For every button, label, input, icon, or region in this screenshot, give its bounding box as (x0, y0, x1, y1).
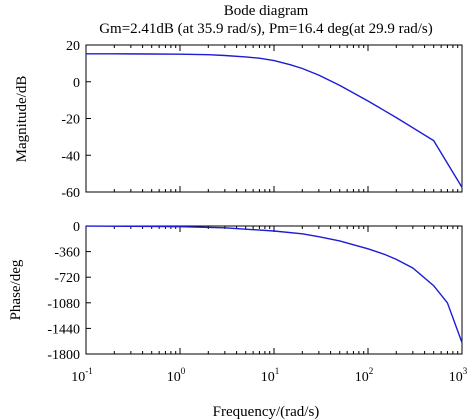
x-tick-label: 101 (261, 366, 280, 385)
phase-axis-label: Phase/deg (8, 259, 24, 320)
x-tick-label: 103 (449, 366, 468, 385)
phase-y-tick-label: -1080 (47, 297, 80, 312)
magnitude-curve (86, 53, 463, 188)
magnitude-y-tick-label: -20 (61, 113, 80, 128)
phase-y-tick-label: -360 (54, 246, 80, 261)
phase-y-tick-label: -720 (54, 271, 80, 286)
phase-y-tick-label: -1440 (47, 322, 80, 337)
magnitude-plot-frame (85, 44, 463, 193)
chart-subtitle: Gm=2.41dB (at 35.9 rad/s), Pm=16.4 deg(a… (99, 21, 433, 37)
magnitude-y-tick-label: 20 (66, 39, 80, 54)
x-tick-label: 102 (355, 366, 374, 385)
chart-title: Bode diagram (224, 3, 309, 19)
magnitude-y-tick-label: -40 (61, 149, 80, 164)
frequency-axis-label: Frequency/(rad/s) (213, 404, 320, 420)
magnitude-y-tick-label: 0 (73, 76, 80, 91)
x-tick-label: 100 (167, 366, 186, 385)
x-tick-label: 10-1 (71, 366, 93, 385)
phase-y-tick-label: 0 (73, 220, 80, 235)
phase-curve (85, 225, 463, 343)
magnitude-y-tick-label: -60 (61, 186, 80, 201)
phase-plot-frame (85, 225, 463, 355)
phase-y-tick-label: -1800 (47, 348, 80, 363)
magnitude-panel: 20 0 -20 -40 -60 (61, 39, 463, 201)
phase-panel: 0 -360 -720 -1080 -1440 -1800 10-1 100 101 102 103 (47, 220, 467, 385)
magnitude-axis-label: Magnitude/dB (14, 76, 30, 163)
